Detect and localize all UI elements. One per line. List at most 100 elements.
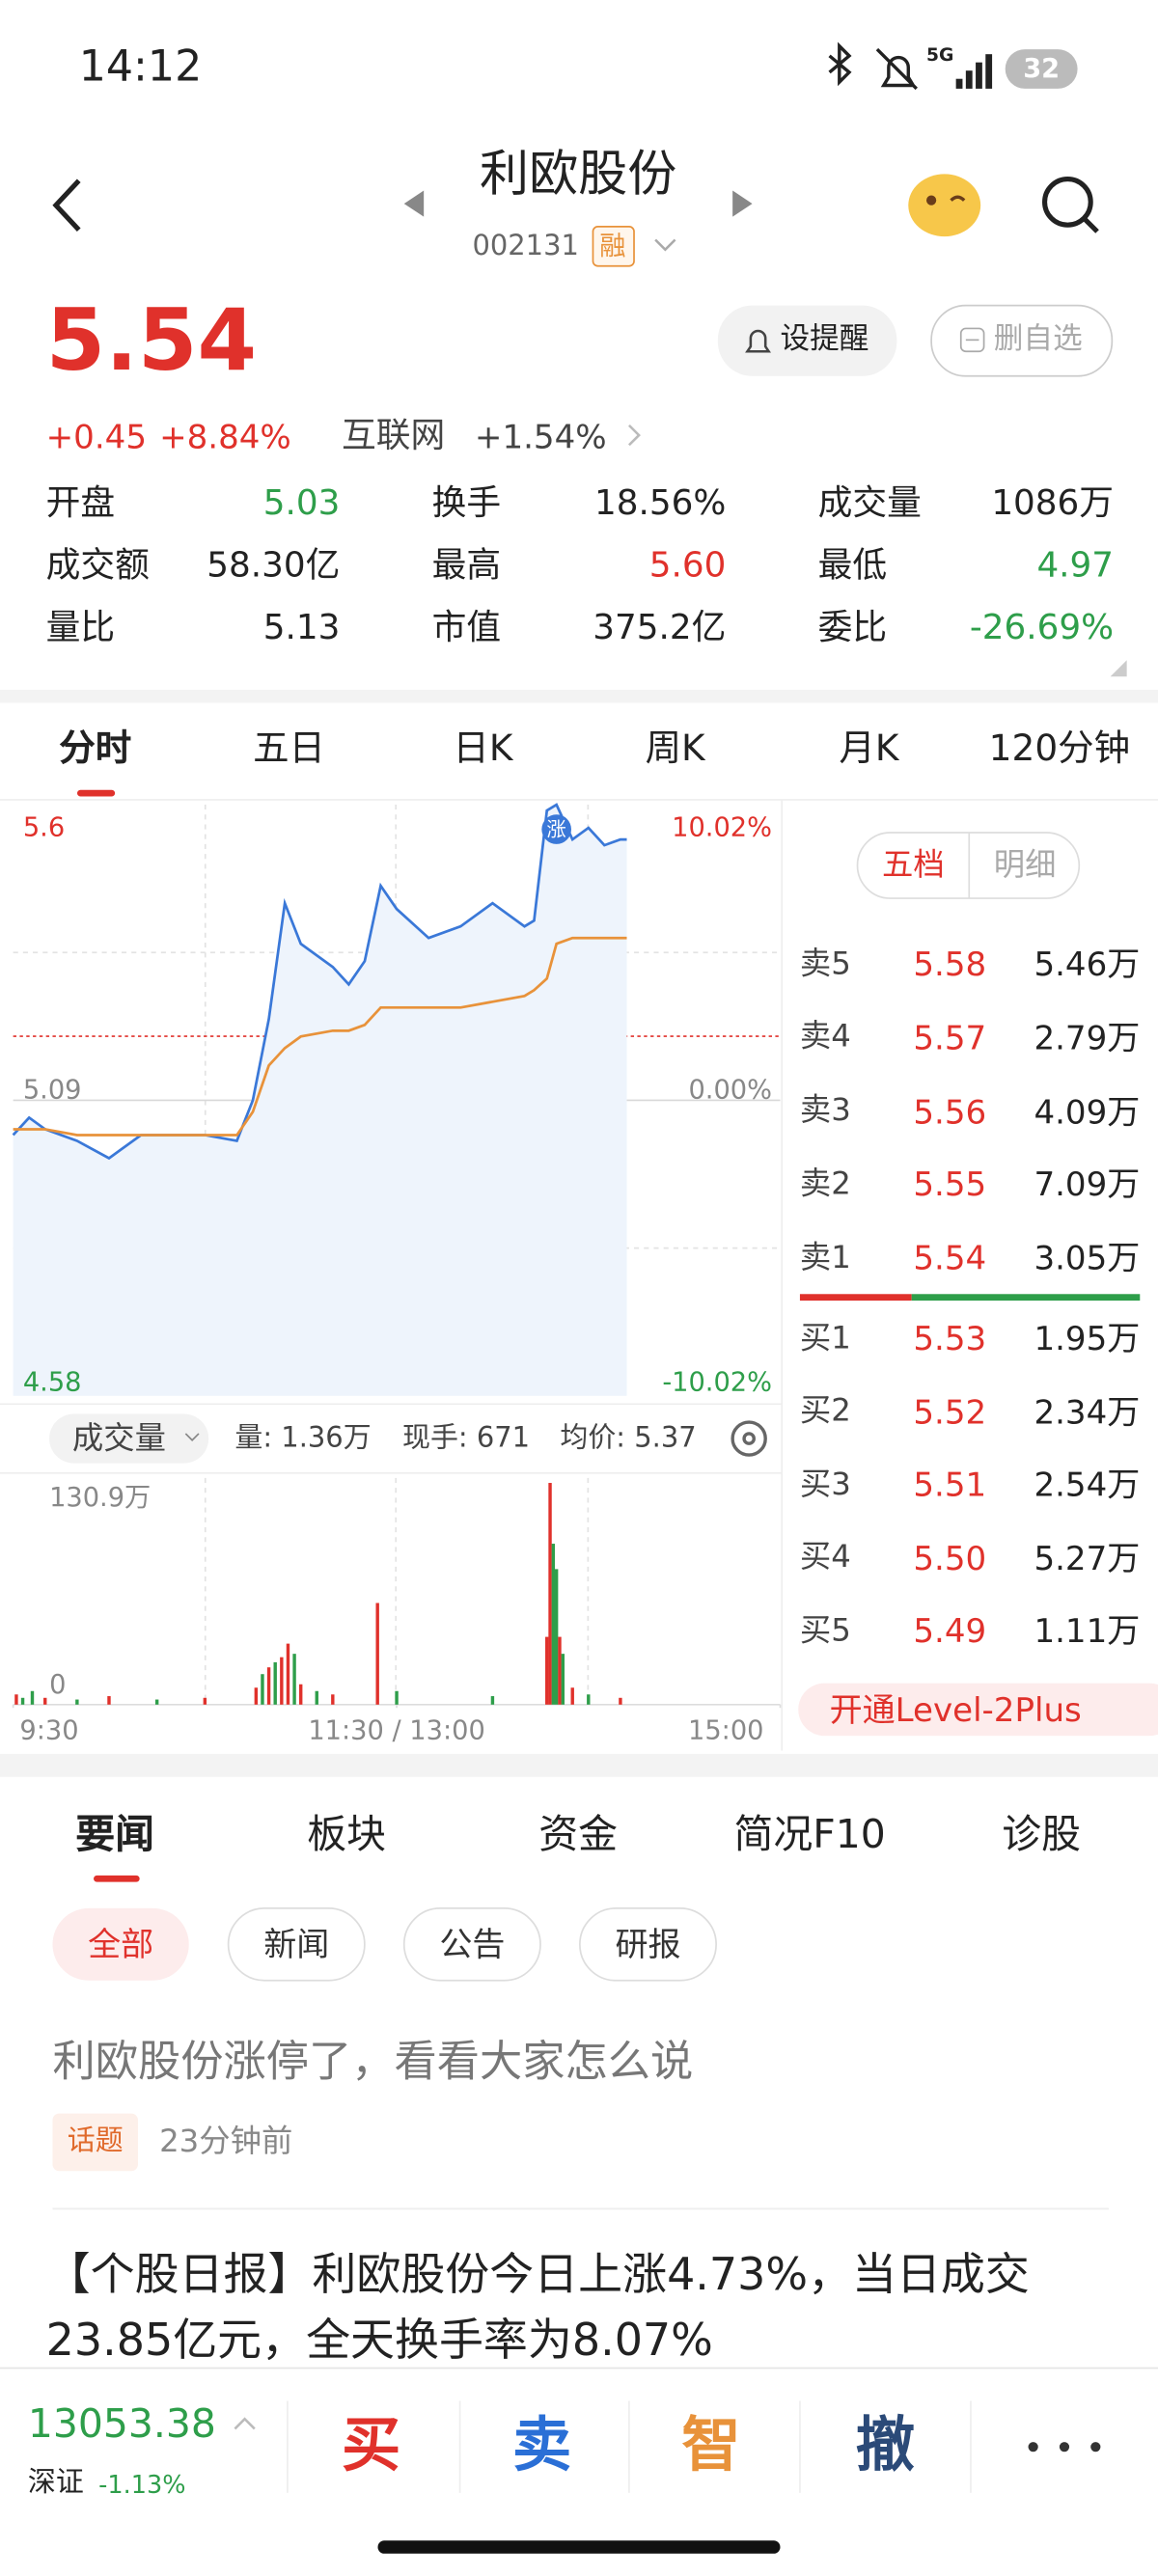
- book-volume: 2.79万: [1034, 1017, 1141, 1057]
- book-tab[interactable]: 明细: [993, 846, 1057, 884]
- book-price: 5.53: [913, 1318, 987, 1358]
- stat-label: 市值: [431, 608, 502, 648]
- stat-label: 成交额: [45, 545, 150, 586]
- volume-bar: [43, 1697, 47, 1705]
- index-value: 13053.38: [27, 2399, 216, 2447]
- book-volume: 4.09万: [1034, 1091, 1141, 1132]
- more-dot[interactable]: [1059, 2442, 1070, 2453]
- book-level: 买5: [799, 1611, 851, 1649]
- book-volume: 5.27万: [1034, 1538, 1141, 1577]
- action-button[interactable]: 卖: [512, 2413, 572, 2480]
- y-tick-label: 4.58: [22, 1366, 82, 1399]
- book-price: 5.50: [913, 1538, 987, 1577]
- y-tick-label: 0: [49, 1669, 67, 1701]
- y-tick-label: 5.6: [22, 811, 66, 843]
- volume-bar: [561, 1654, 565, 1705]
- code-dropdown[interactable]: [654, 238, 676, 252]
- book-level: 卖2: [799, 1165, 851, 1202]
- stock-name: 利欧股份: [480, 146, 677, 205]
- indicator-selector[interactable]: 成交量: [71, 1419, 166, 1457]
- book-tab[interactable]: 五档: [882, 846, 945, 884]
- action-button[interactable]: 撤: [855, 2413, 916, 2480]
- x-tick-label: 15:00: [688, 1714, 764, 1747]
- filter-label[interactable]: 研报: [615, 1924, 681, 1964]
- stock-code: 002131: [472, 229, 579, 262]
- filter-label[interactable]: 新闻: [263, 1924, 330, 1964]
- book-price: 5.49: [913, 1610, 987, 1651]
- selector-box[interactable]: [49, 1413, 209, 1464]
- more-dot[interactable]: [1090, 2442, 1101, 2453]
- unfollow-button[interactable]: [930, 304, 1114, 377]
- divider: [0, 689, 1158, 703]
- book-volume: 1.11万: [1034, 1610, 1141, 1651]
- limit-badge: [541, 814, 571, 844]
- filter-chip[interactable]: [52, 1907, 189, 1981]
- news-title[interactable]: 利欧股份涨停了，看看大家怎么说: [52, 2039, 694, 2089]
- chart-tab[interactable]: 120分钟: [988, 728, 1131, 770]
- stat-label: 最高: [431, 545, 502, 586]
- search-button[interactable]: [1042, 176, 1093, 228]
- action-button[interactable]: 智: [681, 2413, 741, 2480]
- book-level: 买1: [799, 1319, 851, 1357]
- sector[interactable]: 互联网: [342, 416, 446, 456]
- settings-button[interactable]: [731, 1420, 767, 1457]
- y-tick-label: 5.09: [22, 1074, 82, 1107]
- mascot[interactable]: [908, 174, 981, 237]
- chart-tab[interactable]: 日K: [453, 728, 513, 770]
- news-title[interactable]: 【个股日报】利欧股份今日上涨4.73%，当日成交23.85亿元，全天换手率为8.…: [45, 2249, 1030, 2367]
- level2-link[interactable]: 开通Level-2Plus: [829, 1689, 1082, 1730]
- x-tick-label: 11:30 / 13:00: [308, 1714, 485, 1747]
- stat-value: 4.97: [1036, 545, 1115, 586]
- filter-label[interactable]: 公告: [439, 1924, 506, 1964]
- volume-bar: [286, 1643, 290, 1705]
- news-tab[interactable]: 板块: [307, 1810, 387, 1857]
- volume-bar: [490, 1696, 495, 1705]
- limit-badge-text: 涨: [546, 817, 566, 841]
- index-change: -1.13%: [98, 2470, 186, 2500]
- filter-chip[interactable]: [402, 1907, 541, 1982]
- alert-label[interactable]: 设提醒: [780, 321, 869, 357]
- volume-bar: [554, 1569, 559, 1705]
- stat-value: 375.2亿: [593, 608, 727, 648]
- bell-icon: [745, 329, 771, 353]
- price-line: [12, 803, 627, 1161]
- news-tab[interactable]: 要闻: [75, 1810, 155, 1857]
- stat-label: 开盘: [45, 483, 116, 523]
- filter-chip[interactable]: [227, 1907, 366, 1982]
- chart-tab[interactable]: 周K: [645, 728, 705, 770]
- next-stock[interactable]: [732, 190, 753, 217]
- prev-stock[interactable]: [403, 190, 425, 217]
- news-tab[interactable]: 简况F10: [733, 1810, 886, 1857]
- news-tag: 话题: [67, 2124, 124, 2158]
- ratio-bar-buy: [799, 1294, 912, 1302]
- volume-bar: [315, 1690, 318, 1705]
- signal-bar: [976, 62, 982, 89]
- volume-bar: [619, 1697, 622, 1705]
- last-price: 5.54: [45, 291, 258, 391]
- chart-tab[interactable]: 月K: [839, 728, 899, 770]
- battery-level: 32: [1023, 53, 1061, 85]
- unfollow-label[interactable]: 删自选: [993, 321, 1083, 357]
- more-dot[interactable]: [1028, 2442, 1038, 2453]
- volume-bar: [375, 1603, 379, 1705]
- chart-tab[interactable]: 分时: [59, 728, 132, 770]
- filter-chip[interactable]: [579, 1907, 717, 1982]
- alert-button[interactable]: [717, 305, 897, 376]
- mascot-eye: [950, 195, 966, 202]
- book-level: 卖4: [799, 1018, 851, 1055]
- level2-button[interactable]: [798, 1683, 1158, 1737]
- volume-bar: [14, 1694, 18, 1705]
- volume-bar: [545, 1636, 549, 1705]
- selector-chevron: [184, 1433, 200, 1441]
- stat-label: 最低: [817, 545, 888, 586]
- chart-tab[interactable]: 五日: [253, 728, 326, 770]
- news-tab[interactable]: 诊股: [1002, 1810, 1082, 1857]
- action-button[interactable]: 买: [342, 2413, 401, 2480]
- stat-value: 18.56%: [594, 483, 727, 523]
- search-handle: [1082, 216, 1099, 233]
- filter-label[interactable]: 全部: [88, 1924, 154, 1964]
- back-button[interactable]: [52, 178, 81, 233]
- book-level: 卖3: [799, 1092, 851, 1129]
- news-tab[interactable]: 资金: [538, 1810, 619, 1857]
